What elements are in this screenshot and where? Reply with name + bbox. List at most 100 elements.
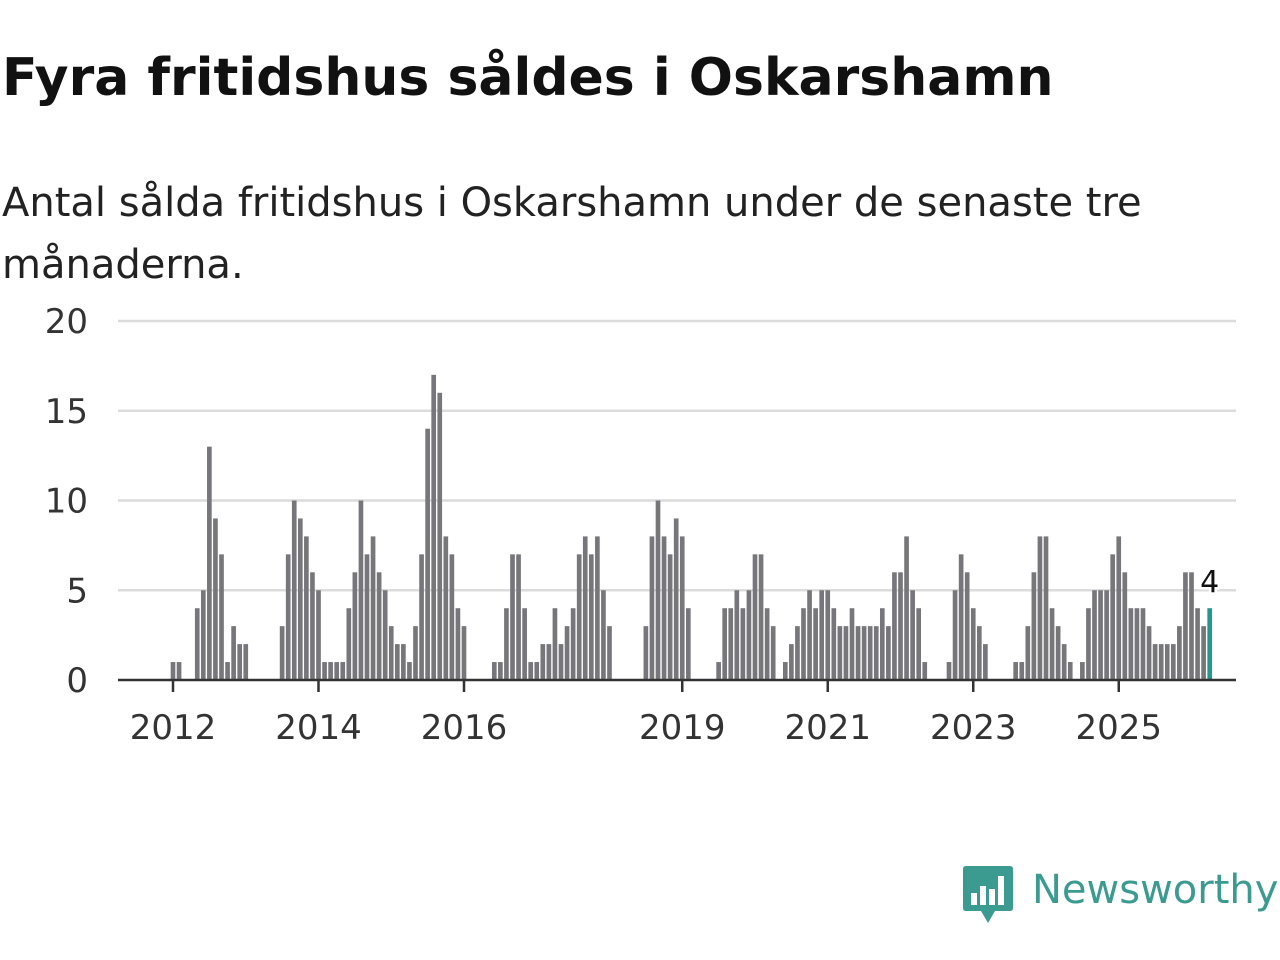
bar — [419, 554, 424, 680]
x-tick-label: 2019 — [639, 708, 726, 748]
bar — [1086, 608, 1091, 680]
bar — [1183, 572, 1188, 680]
bar — [237, 644, 243, 680]
bar — [510, 554, 515, 680]
bar — [922, 662, 928, 680]
bar — [1080, 662, 1085, 680]
latest-value-label: 4 — [1200, 565, 1219, 600]
bar — [1164, 644, 1170, 680]
bar — [795, 626, 800, 680]
x-tick-label: 2021 — [784, 708, 871, 748]
bar — [401, 644, 406, 680]
bar — [370, 536, 376, 680]
bar — [425, 428, 430, 680]
bar — [1116, 536, 1122, 680]
bar — [1128, 608, 1134, 680]
bars — [170, 374, 1213, 680]
bar — [382, 590, 388, 680]
bar — [1067, 662, 1073, 680]
bar — [297, 518, 303, 680]
bar — [461, 626, 467, 680]
y-axis-tick-labels: 0 5 10 15 20 — [45, 302, 88, 701]
bar — [225, 662, 230, 680]
bar — [564, 626, 570, 680]
chart-subtitle: Antal sålda fritidshus i Oskarshamn unde… — [2, 180, 1142, 288]
bar — [667, 554, 673, 680]
bar — [970, 608, 976, 680]
bar — [916, 608, 922, 680]
bar — [1201, 626, 1206, 680]
bar — [546, 644, 552, 680]
bar — [437, 392, 443, 680]
bar — [1146, 626, 1152, 680]
bar — [522, 608, 527, 680]
bar — [1134, 608, 1140, 680]
annotations: 4 — [1198, 563, 1222, 603]
bar — [1043, 536, 1049, 680]
bar — [679, 536, 685, 680]
newsworthy-wordmark: Newsworthy — [1032, 867, 1279, 913]
bar — [340, 662, 346, 680]
bar — [1055, 626, 1061, 680]
bar — [346, 608, 352, 680]
x-axis-ticks: 2012 2014 2016 2019 2021 2023 2025 — [130, 680, 1162, 748]
bar — [219, 554, 224, 680]
bar — [558, 644, 564, 680]
bar — [1098, 590, 1103, 680]
bar — [394, 644, 400, 680]
bar — [316, 590, 321, 680]
bar — [746, 590, 752, 680]
x-tick-label: 2014 — [275, 708, 362, 748]
bar — [310, 572, 315, 680]
bar — [849, 608, 855, 680]
bar — [534, 662, 540, 680]
bar — [1061, 644, 1067, 680]
bar — [879, 608, 885, 680]
bar — [873, 626, 879, 680]
bar — [595, 536, 600, 680]
bar — [516, 554, 521, 680]
bar — [504, 608, 509, 680]
bar — [176, 662, 182, 680]
bar — [861, 626, 867, 680]
bar — [170, 662, 176, 680]
bar — [789, 644, 794, 680]
bar — [1025, 626, 1031, 680]
bar — [867, 626, 873, 680]
bar — [910, 590, 915, 680]
bar — [200, 590, 206, 680]
bar — [983, 644, 988, 680]
bar — [831, 608, 837, 680]
bar — [607, 626, 612, 680]
bar — [1031, 572, 1037, 680]
bar — [334, 662, 340, 680]
x-tick-label: 2023 — [930, 708, 1017, 748]
bar — [352, 572, 358, 680]
bar — [304, 536, 309, 680]
bar — [813, 608, 818, 680]
bar — [843, 626, 849, 680]
bar — [1013, 662, 1019, 680]
bar — [946, 662, 952, 680]
bar — [892, 572, 897, 680]
bar — [685, 608, 691, 680]
bar — [194, 608, 200, 680]
bar — [722, 608, 728, 680]
bar — [958, 554, 964, 680]
bar — [413, 626, 418, 680]
bar — [886, 626, 891, 680]
bar — [661, 536, 667, 680]
bar — [1049, 608, 1055, 680]
bar — [328, 662, 333, 680]
bar — [279, 626, 285, 680]
bar — [1152, 644, 1158, 680]
bar — [976, 626, 982, 680]
bar — [649, 536, 655, 680]
bar — [1140, 608, 1146, 680]
x-tick-label: 2016 — [421, 708, 508, 748]
bar — [655, 500, 661, 680]
bar — [1110, 554, 1116, 680]
bar — [491, 662, 497, 680]
bar — [285, 554, 291, 680]
bar — [764, 608, 770, 680]
